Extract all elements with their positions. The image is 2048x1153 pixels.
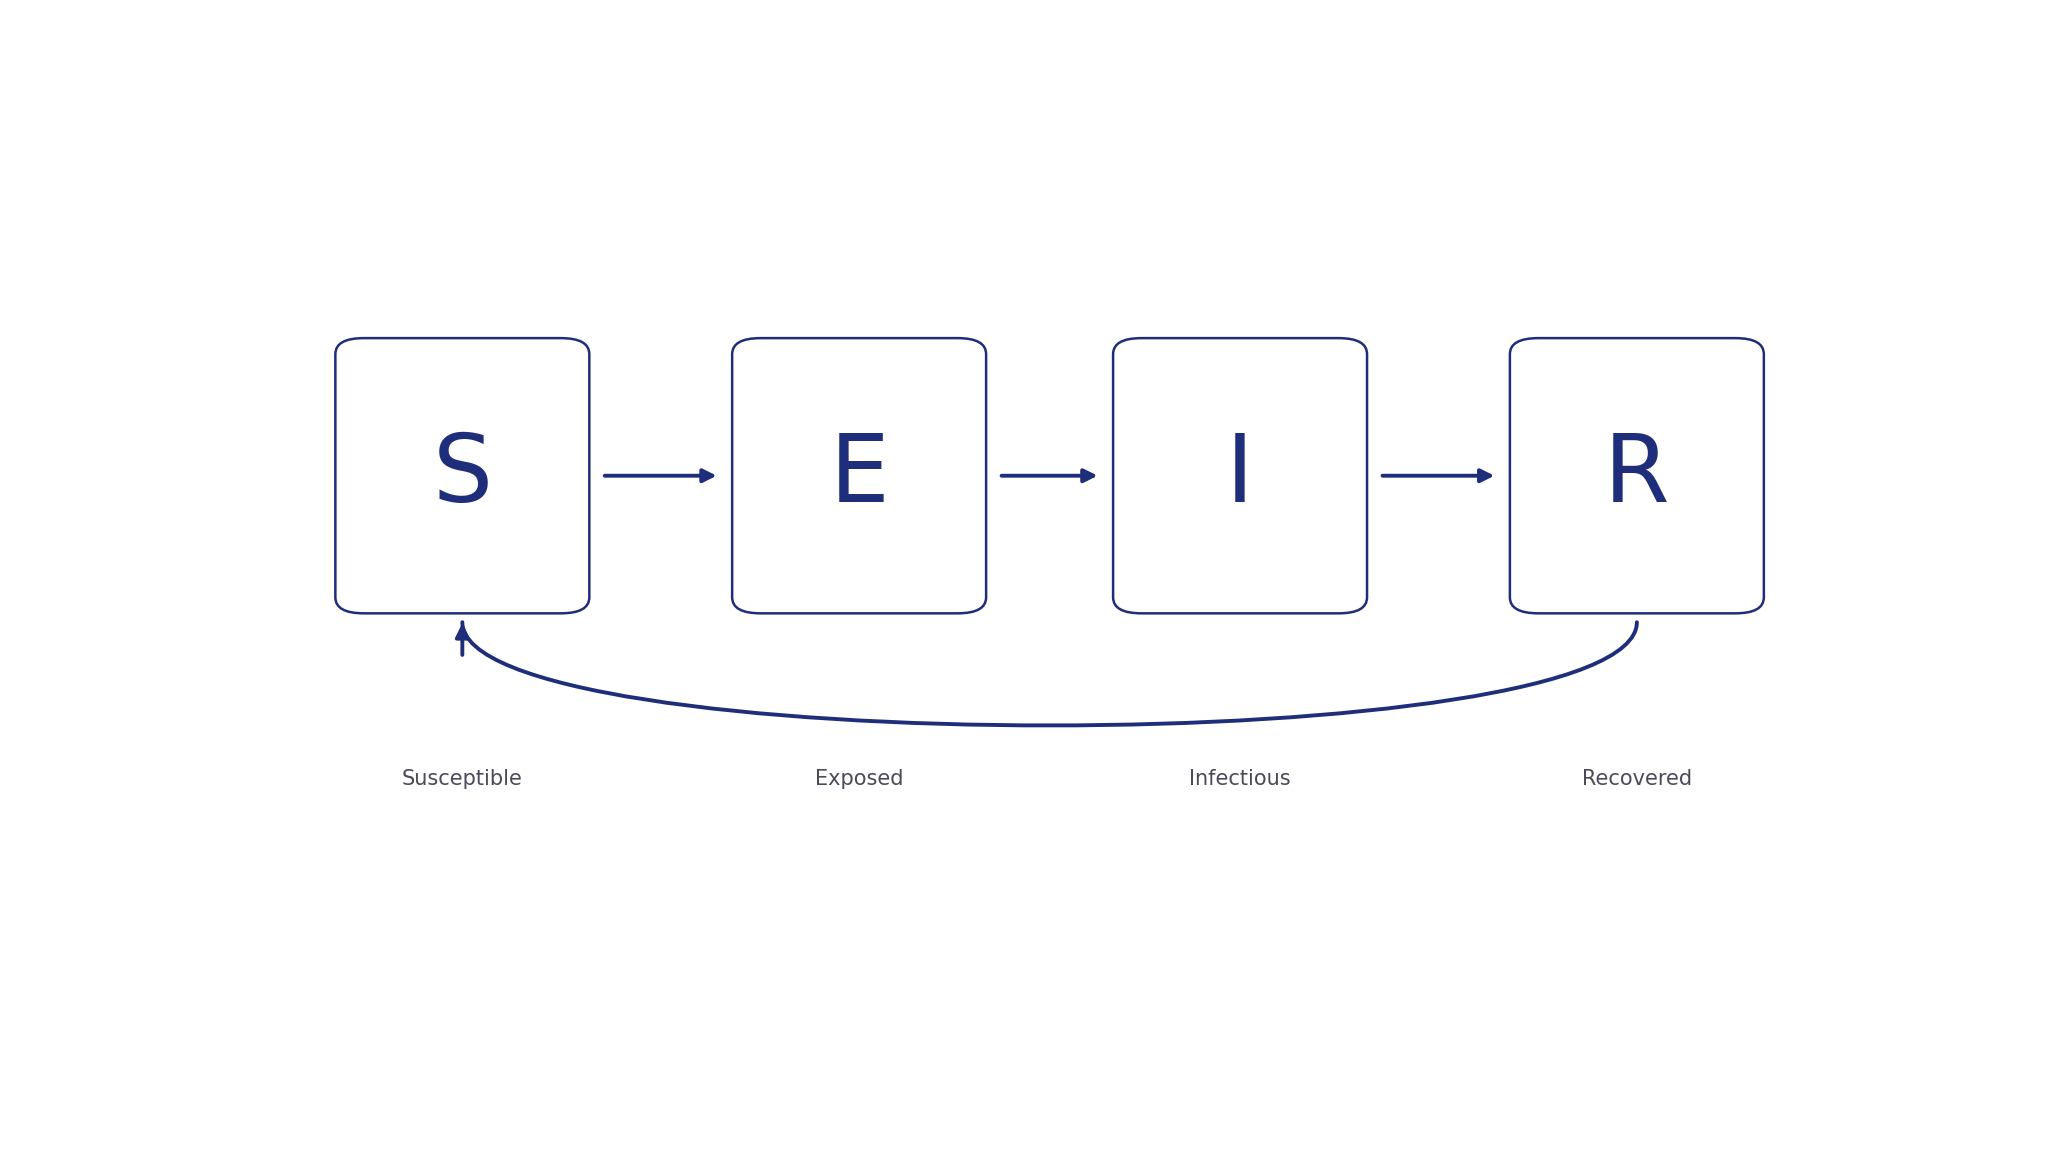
FancyBboxPatch shape xyxy=(1114,338,1368,613)
FancyBboxPatch shape xyxy=(733,338,987,613)
FancyBboxPatch shape xyxy=(1509,338,1763,613)
FancyBboxPatch shape xyxy=(336,338,590,613)
Text: Exposed: Exposed xyxy=(815,769,903,789)
Text: E: E xyxy=(829,430,889,521)
Text: S: S xyxy=(432,430,492,521)
Text: Infectious: Infectious xyxy=(1190,769,1290,789)
Text: R: R xyxy=(1604,430,1669,521)
Text: Susceptible: Susceptible xyxy=(401,769,522,789)
Text: Recovered: Recovered xyxy=(1581,769,1692,789)
Text: I: I xyxy=(1227,430,1253,521)
